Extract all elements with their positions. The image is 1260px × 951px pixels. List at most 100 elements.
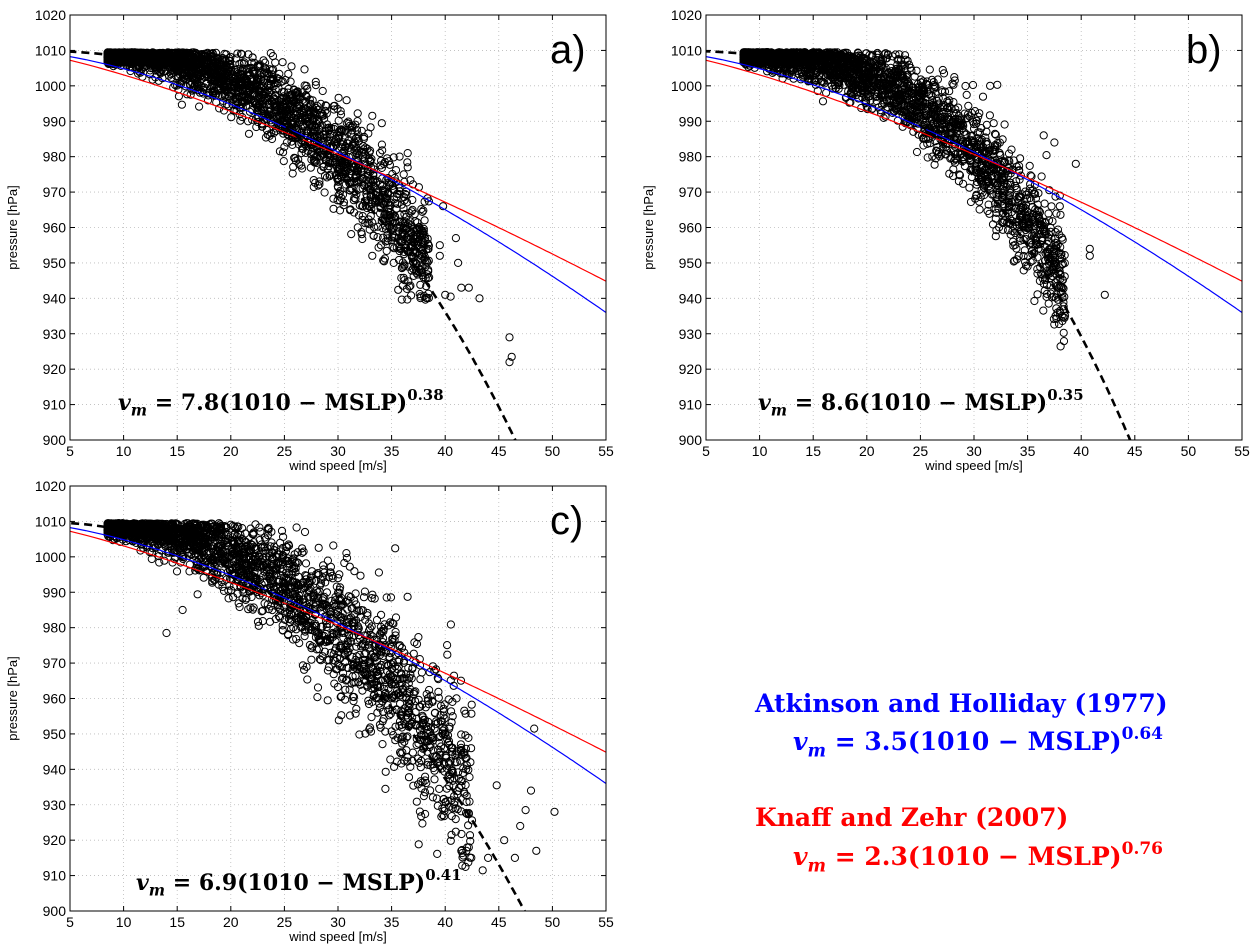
data-point xyxy=(374,243,383,252)
data-point xyxy=(360,147,369,156)
data-point-outlier xyxy=(376,241,385,250)
data-point xyxy=(379,256,388,265)
data-point-outlier xyxy=(446,292,455,301)
data-point xyxy=(151,66,160,75)
data-point xyxy=(344,119,353,128)
data-point xyxy=(347,123,356,132)
data-point xyxy=(418,207,427,216)
data-point xyxy=(420,216,429,225)
data-point xyxy=(1044,209,1053,218)
atkinson-holliday-curve xyxy=(70,56,606,314)
data-point xyxy=(378,146,387,155)
data-point xyxy=(258,93,267,102)
data-point xyxy=(274,74,283,84)
data-point xyxy=(424,256,433,265)
data-point xyxy=(217,70,226,79)
data-point xyxy=(265,111,274,121)
data-point xyxy=(1058,235,1067,244)
data-point xyxy=(977,178,986,187)
data-point xyxy=(887,70,896,80)
data-point xyxy=(148,75,157,84)
data-point xyxy=(1004,149,1014,158)
data-point xyxy=(300,65,309,74)
data-point xyxy=(352,165,361,174)
data-point xyxy=(266,49,275,58)
data-point xyxy=(966,197,976,207)
data-point xyxy=(259,56,268,65)
data-point xyxy=(404,277,413,286)
data-point xyxy=(423,274,433,283)
data-point xyxy=(906,63,915,72)
data-point xyxy=(174,53,184,62)
data-point xyxy=(418,246,427,255)
data-point xyxy=(329,105,338,114)
data-point xyxy=(948,79,957,88)
data-point xyxy=(993,199,1002,208)
data-point xyxy=(982,120,991,129)
data-point-outlier xyxy=(387,212,396,221)
data-point xyxy=(237,59,246,68)
data-point xyxy=(965,183,974,192)
data-point xyxy=(330,138,340,147)
data-point xyxy=(978,92,988,101)
data-point xyxy=(989,119,998,128)
data-point xyxy=(343,128,352,137)
data-point xyxy=(416,292,425,301)
data-point xyxy=(1023,194,1032,204)
data-point xyxy=(991,204,1000,213)
data-point xyxy=(204,89,213,98)
data-point xyxy=(244,129,254,138)
data-point xyxy=(334,93,343,102)
data-point xyxy=(975,109,984,118)
data-point xyxy=(380,158,389,167)
data-point xyxy=(280,142,289,151)
data-point xyxy=(424,289,433,298)
data-point xyxy=(862,93,871,102)
data-point xyxy=(289,113,299,122)
data-point xyxy=(415,268,424,277)
data-point xyxy=(939,94,948,103)
data-point xyxy=(312,127,321,136)
data-point xyxy=(262,65,271,74)
data-point xyxy=(794,69,804,79)
data-point xyxy=(262,68,271,78)
data-point xyxy=(244,50,253,59)
data-point xyxy=(397,263,407,272)
data-point xyxy=(220,91,229,100)
data-point xyxy=(260,63,269,72)
data-point xyxy=(949,80,958,89)
data-point xyxy=(368,251,377,260)
data-point xyxy=(1040,199,1049,208)
data-point xyxy=(890,102,899,111)
data-point xyxy=(996,170,1005,179)
data-point xyxy=(315,177,324,186)
data-point xyxy=(318,86,327,96)
data-point xyxy=(320,188,329,197)
data-point xyxy=(872,69,881,78)
data-point xyxy=(376,209,385,218)
data-point-outlier xyxy=(414,237,423,246)
data-point xyxy=(954,177,964,186)
data-point xyxy=(365,202,374,212)
data-point xyxy=(279,109,288,119)
data-point xyxy=(296,109,305,118)
data-point xyxy=(967,155,976,164)
data-point xyxy=(912,147,922,157)
data-point xyxy=(317,166,326,175)
data-point xyxy=(920,124,930,133)
y-axis-label: pressure [hPa] xyxy=(5,185,20,270)
data-point xyxy=(182,48,191,57)
data-point xyxy=(899,60,908,69)
y-tick-label: 960 xyxy=(43,220,67,236)
data-point xyxy=(199,89,208,98)
data-point xyxy=(199,55,208,64)
data-point xyxy=(405,282,414,291)
data-point xyxy=(367,190,376,199)
data-point xyxy=(239,90,248,99)
data-point xyxy=(354,211,364,220)
data-point xyxy=(1057,249,1066,259)
data-point xyxy=(1056,210,1065,219)
data-point xyxy=(279,93,288,103)
data-point xyxy=(1028,249,1037,259)
